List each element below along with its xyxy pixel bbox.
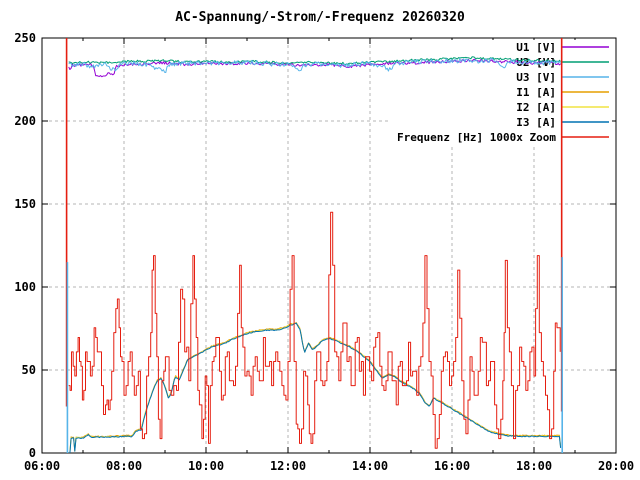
legend-label-i3: I3 [A] <box>516 116 556 129</box>
x-tick-label: 12:00 <box>270 459 306 473</box>
legend-label-i2: I2 [A] <box>516 101 556 114</box>
series-i1-line <box>69 322 562 452</box>
y-tick-label: 150 <box>14 197 36 211</box>
y-tick-label: 0 <box>29 446 36 460</box>
legend-label-freq: Frequenz [Hz] 1000x Zoom <box>397 131 556 144</box>
series-u1-line <box>68 58 561 78</box>
x-tick-label: 08:00 <box>106 459 142 473</box>
chart-title: AC-Spannung/-Strom/-Frequenz 20260320 <box>175 10 465 25</box>
y-tick-label: 50 <box>22 363 36 377</box>
series-u2-line <box>68 56 561 66</box>
x-tick-label: 18:00 <box>516 459 552 473</box>
legend-label-u3: U3 [V] <box>516 71 556 84</box>
legend-label-i1: I1 [A] <box>516 86 556 99</box>
legend-label-u1: U1 [V] <box>516 41 556 54</box>
series-i3-line <box>69 322 562 454</box>
y-tick-label: 250 <box>14 31 36 45</box>
x-tick-label: 14:00 <box>352 459 388 473</box>
series-freq-line <box>68 211 561 449</box>
x-tick-label: 20:00 <box>598 459 634 473</box>
x-tick-label: 06:00 <box>24 459 60 473</box>
x-tick-label: 10:00 <box>188 459 224 473</box>
series-u3-line <box>68 57 562 73</box>
x-tick-label: 16:00 <box>434 459 470 473</box>
series-i2-line <box>69 322 562 453</box>
y-tick-label: 200 <box>14 114 36 128</box>
y-tick-label: 100 <box>14 280 36 294</box>
